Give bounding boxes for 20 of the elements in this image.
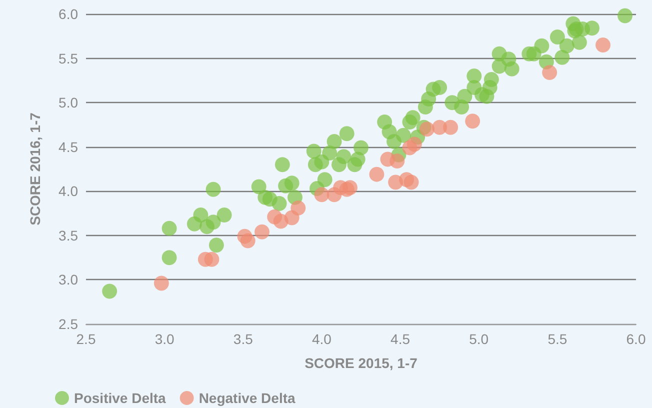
x-tick-label: 2.5 [76,331,96,347]
legend-label: Positive Delta [74,390,166,406]
x-axis-title: SCORE 2015, 1-7 [304,355,418,371]
x-tick-label: 3.5 [233,331,254,347]
y-tick-label: 4.5 [58,138,78,155]
x-tick-label: 4.0 [312,331,332,347]
x-tick-label: 6.0 [626,331,646,347]
y-axis-title: SCORE 2016, 1-7 [27,112,43,226]
y-tick-label: 5.5 [58,50,78,66]
y-tick-label: 3.5 [58,227,78,244]
x-tick-label: 3.0 [154,331,175,347]
y-tick-label: 3.0 [58,272,78,288]
x-tick-label: 4.5 [390,331,410,347]
x-tick-label: 5.0 [469,331,489,347]
y-tick-label: 2.5 [58,316,78,332]
legend-label: Negative Delta [198,390,296,406]
y-tick-label: 6.0 [58,6,78,22]
y-tick-label: 5.0 [58,94,78,111]
y-tick-label: 4.0 [58,183,78,200]
x-tick-label: 5.5 [548,331,568,347]
